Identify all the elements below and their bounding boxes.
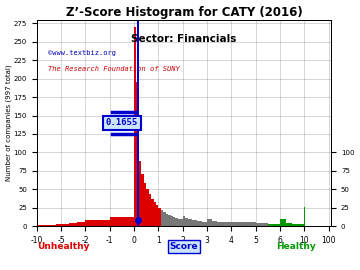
Bar <box>56 224 61 226</box>
Bar <box>200 221 202 226</box>
Bar <box>171 217 173 226</box>
Bar <box>202 222 204 226</box>
Bar <box>180 220 183 226</box>
Bar <box>286 223 292 226</box>
Bar <box>207 220 212 226</box>
Bar <box>146 189 149 226</box>
Bar <box>158 208 161 226</box>
Bar <box>139 161 141 226</box>
Bar <box>46 225 51 226</box>
Text: Healthy: Healthy <box>276 242 316 251</box>
Bar <box>85 220 110 226</box>
Bar <box>163 212 166 226</box>
Bar <box>149 194 151 226</box>
Bar <box>183 217 185 226</box>
Bar <box>151 199 153 226</box>
Bar <box>168 215 171 226</box>
Bar <box>77 222 85 226</box>
Bar <box>166 214 168 226</box>
Bar <box>204 222 207 226</box>
Bar <box>161 210 163 226</box>
Bar <box>51 225 56 226</box>
Bar <box>268 224 280 226</box>
Bar <box>193 220 195 226</box>
Bar <box>212 221 217 226</box>
Text: 0.1655: 0.1655 <box>106 119 138 127</box>
Text: Unhealthy: Unhealthy <box>37 242 89 251</box>
Bar <box>156 205 158 226</box>
Bar <box>280 220 286 226</box>
Bar <box>298 224 305 226</box>
Text: ©www.textbiz.org: ©www.textbiz.org <box>49 50 116 56</box>
Text: The Research Foundation of SUNY: The Research Foundation of SUNY <box>49 66 180 72</box>
Bar <box>69 223 77 226</box>
Bar <box>185 218 188 226</box>
Bar <box>37 225 41 226</box>
Bar <box>222 222 226 226</box>
Bar <box>173 217 175 226</box>
Title: Z’-Score Histogram for CATY (2016): Z’-Score Histogram for CATY (2016) <box>66 6 302 19</box>
Text: Score: Score <box>170 242 198 251</box>
Bar <box>141 174 144 226</box>
Bar <box>134 27 136 226</box>
Bar <box>256 223 268 226</box>
Bar <box>217 222 222 226</box>
Bar <box>226 222 231 226</box>
Bar <box>188 219 190 226</box>
Bar <box>190 220 193 226</box>
Bar <box>175 218 178 226</box>
Bar <box>137 20 139 226</box>
Bar <box>178 219 180 226</box>
Bar <box>61 224 69 226</box>
Bar <box>292 224 298 226</box>
Bar <box>136 82 139 226</box>
Text: Sector: Financials: Sector: Financials <box>131 34 237 44</box>
Bar <box>231 222 244 226</box>
Bar <box>41 225 46 226</box>
Bar <box>197 221 200 226</box>
Y-axis label: Number of companies (997 total): Number of companies (997 total) <box>5 65 12 181</box>
Bar <box>244 222 256 226</box>
Bar <box>144 183 146 226</box>
Bar <box>195 220 197 226</box>
Bar <box>153 202 156 226</box>
Bar <box>110 217 134 226</box>
